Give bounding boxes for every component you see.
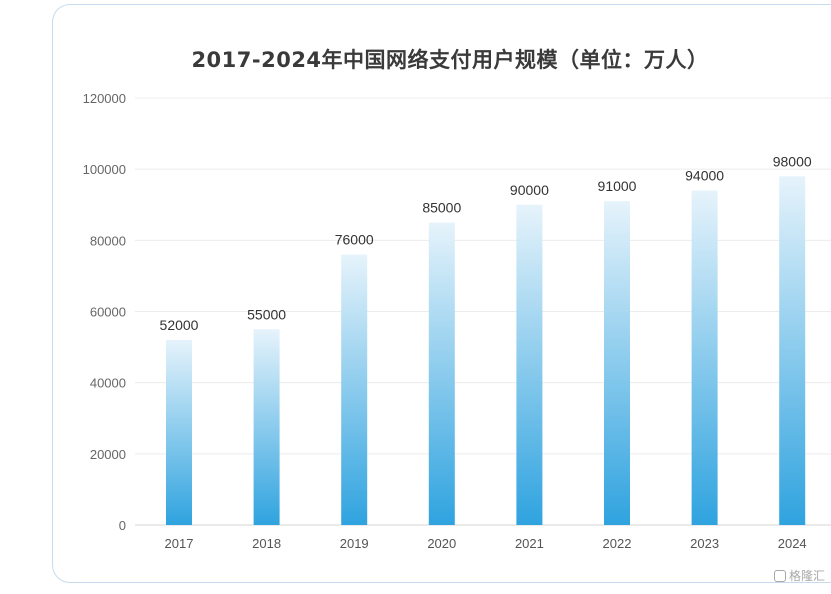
data-label: 76000 xyxy=(335,232,374,248)
y-tick-label: 80000 xyxy=(90,233,126,248)
watermark: 格隆汇 xyxy=(773,567,825,584)
bar xyxy=(691,190,718,525)
data-label: 94000 xyxy=(685,168,724,184)
bar xyxy=(516,204,543,525)
data-label: 52000 xyxy=(160,317,199,333)
x-tick-label: 2022 xyxy=(603,536,632,551)
y-axis: 0 20000 40000 60000 80000 100000 120000 xyxy=(83,91,126,533)
data-label: 91000 xyxy=(598,178,637,194)
bar xyxy=(341,254,368,526)
x-axis: 2017 2018 2019 2020 2021 2022 2023 2024 xyxy=(165,536,807,551)
bar xyxy=(253,329,280,525)
y-tick-label: 60000 xyxy=(90,305,126,320)
y-tick-label: 20000 xyxy=(90,447,126,462)
y-tick-label: 100000 xyxy=(83,162,126,177)
grid-lines xyxy=(135,97,831,526)
data-label: 90000 xyxy=(510,182,549,198)
x-tick-label: 2017 xyxy=(165,536,194,551)
bar xyxy=(428,222,455,525)
data-label: 55000 xyxy=(247,306,286,322)
x-tick-label: 2018 xyxy=(252,536,281,551)
bar xyxy=(779,176,806,526)
y-tick-label: 0 xyxy=(119,518,126,533)
x-tick-label: 2021 xyxy=(515,536,544,551)
logo-icon xyxy=(773,569,786,582)
y-tick-label: 120000 xyxy=(83,91,126,106)
chart-title: 2017-2024年中国网络支付用户规模（单位：万人） xyxy=(191,48,709,72)
x-tick-label: 2024 xyxy=(778,536,807,551)
data-labels: 52000 55000 76000 85000 90000 91000 94000 98000 xyxy=(160,153,812,333)
y-tick-label: 40000 xyxy=(90,376,126,391)
x-tick-label: 2020 xyxy=(427,536,456,551)
bar xyxy=(166,339,192,525)
data-label: 85000 xyxy=(422,200,461,216)
bar xyxy=(604,201,630,526)
x-tick-label: 2019 xyxy=(340,536,369,551)
bars xyxy=(166,176,806,526)
watermark-text: 格隆汇 xyxy=(788,569,825,583)
x-tick-label: 2023 xyxy=(690,536,719,551)
data-label: 98000 xyxy=(773,153,812,169)
